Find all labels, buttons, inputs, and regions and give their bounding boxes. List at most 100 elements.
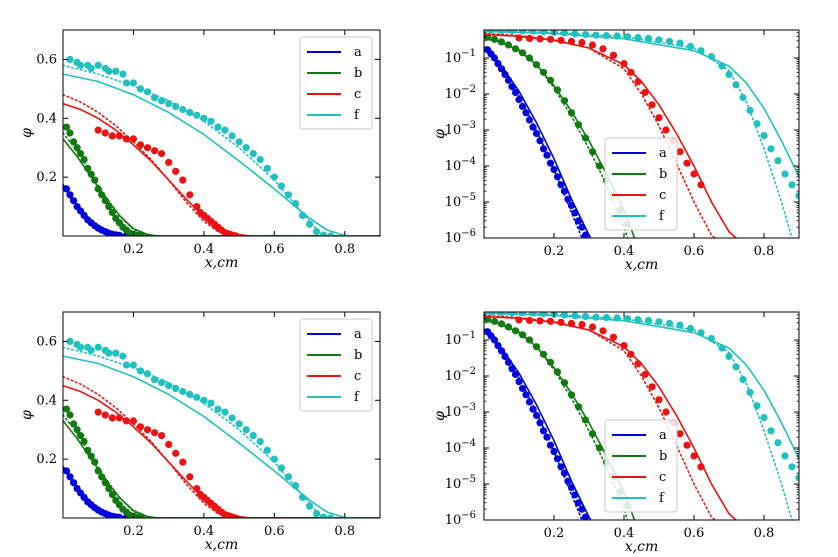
data-point-f [497, 312, 506, 317]
data-point-b [66, 411, 74, 419]
data-point-a [511, 370, 520, 379]
data-point-c [136, 423, 145, 431]
data-point-a [532, 129, 541, 138]
data-point-f [122, 361, 130, 369]
data-point-f [788, 463, 796, 471]
data-point-f [602, 31, 611, 40]
data-point-c [165, 440, 173, 448]
data-point-a [518, 384, 527, 393]
y-tick-label: 10−4 [445, 156, 476, 174]
data-point-b [504, 323, 513, 331]
x-tick-label: 0.4 [194, 524, 215, 539]
series-f [484, 30, 799, 238]
y-tick-label: 10−6 [445, 510, 476, 528]
data-point-c [683, 159, 691, 167]
solid-line-c [63, 102, 380, 236]
x-tick-label: 0.8 [334, 524, 355, 539]
y-tick-label: 10−2 [445, 366, 476, 384]
data-point-c [136, 141, 145, 149]
data-point-f [263, 446, 271, 454]
data-point-f [529, 30, 537, 35]
data-point-f [298, 493, 307, 501]
data-point-b [80, 437, 88, 446]
legend-label-c: c [659, 470, 666, 485]
dotted-line-a [484, 48, 583, 238]
dotted-line-f [484, 312, 793, 520]
data-point-f [94, 61, 102, 69]
legend-label-f: f [354, 108, 360, 123]
data-point-f [151, 376, 159, 384]
data-point-c [578, 320, 586, 329]
series-c [63, 375, 380, 518]
data-point-c [655, 396, 663, 404]
data-point-c [143, 426, 152, 434]
data-point-b [553, 86, 562, 94]
data-point-c [620, 342, 628, 350]
data-point-c [525, 316, 534, 324]
data-point-b [574, 121, 583, 129]
data-point-f [707, 52, 716, 61]
data-point-c [641, 370, 649, 379]
data-point-c [648, 383, 656, 391]
data-point-f [665, 319, 674, 327]
solid-line-b [63, 138, 380, 236]
data-point-a [581, 231, 590, 238]
data-point-f [725, 352, 733, 360]
data-point-a [546, 159, 555, 167]
x-axis-label: x,cm [205, 537, 238, 553]
series-b [63, 405, 380, 518]
dotted-line-a [484, 330, 583, 520]
y-tick-label: 0.4 [36, 111, 57, 126]
data-point-f [753, 402, 761, 410]
data-point-a [490, 54, 499, 62]
data-point-c [101, 129, 109, 137]
data-point-f [529, 312, 537, 317]
data-point-c [165, 158, 173, 166]
data-point-b [73, 144, 81, 152]
data-point-b [588, 148, 597, 156]
data-point-c [609, 51, 618, 59]
data-point-f [602, 314, 611, 322]
data-point-b [581, 134, 590, 142]
data-point-c [536, 317, 544, 325]
data-point-f [634, 34, 642, 42]
legend-label-c: c [354, 87, 361, 102]
data-point-f [122, 79, 130, 87]
data-point-a [571, 209, 579, 217]
data-point-a [529, 405, 537, 413]
data-point-f [112, 67, 120, 75]
data-point-f [221, 126, 229, 134]
x-tick-label: 0.4 [614, 526, 635, 541]
data-point-f [592, 313, 600, 321]
data-point-b [567, 109, 576, 117]
dotted-line-c [484, 314, 716, 520]
data-point-f [256, 437, 264, 446]
data-point-a [578, 223, 586, 231]
data-point-f [655, 318, 663, 326]
data-point-b [560, 97, 569, 105]
data-point-f [746, 106, 754, 114]
data-point-a [63, 185, 71, 193]
data-point-a [504, 76, 513, 84]
data-point-a [518, 102, 527, 111]
data-point-a [560, 187, 569, 195]
data-point-f [592, 31, 600, 39]
data-point-f [718, 344, 726, 352]
data-point-f [753, 120, 761, 128]
data-point-f [644, 34, 653, 43]
y-tick-label: 0.6 [36, 52, 57, 67]
data-point-b [94, 185, 102, 193]
data-point-f [263, 164, 271, 172]
data-point-c [697, 463, 705, 471]
legend-label-a: a [354, 45, 362, 60]
data-point-f [327, 514, 335, 518]
data-point-f [732, 363, 740, 371]
series-c [484, 32, 737, 238]
dotted-line-c [484, 32, 716, 238]
data-point-f [291, 482, 300, 490]
